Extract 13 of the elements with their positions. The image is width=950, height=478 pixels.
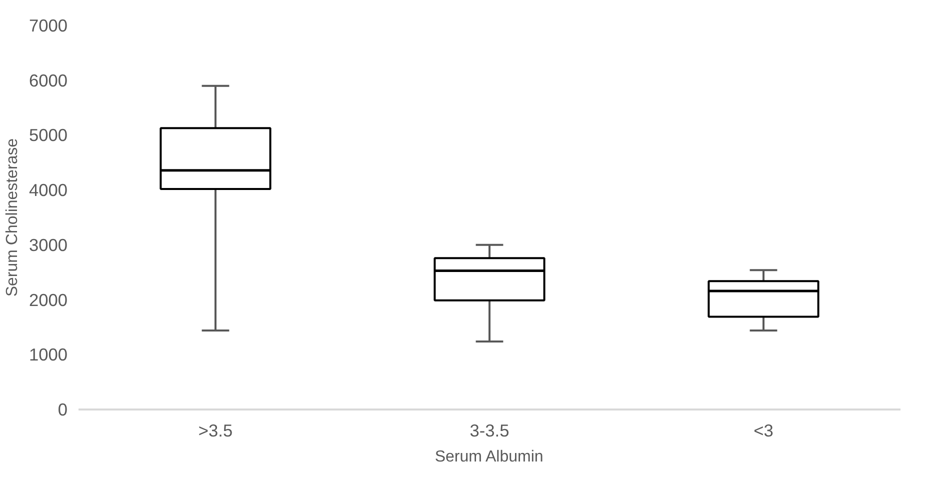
y-tick-label: 0	[58, 400, 68, 420]
y-axis-title: Serum Cholinesterase	[4, 138, 21, 297]
y-tick-label: 1000	[28, 344, 68, 365]
y-tick-label: 5000	[28, 125, 68, 146]
y-tick-label: 3000	[28, 234, 68, 255]
y-tick-label: 4000	[28, 180, 68, 200]
x-tick-label: 3-3.5	[470, 420, 510, 440]
y-tick-label: 6000	[28, 70, 68, 90]
x-axis-title: Serum Albumin	[434, 448, 544, 466]
x-tick-label: <3	[754, 420, 774, 440]
y-tick-label: 7000	[28, 16, 68, 36]
x-tick-label: >3.5	[198, 420, 233, 440]
y-tick-label: 2000	[28, 290, 68, 310]
